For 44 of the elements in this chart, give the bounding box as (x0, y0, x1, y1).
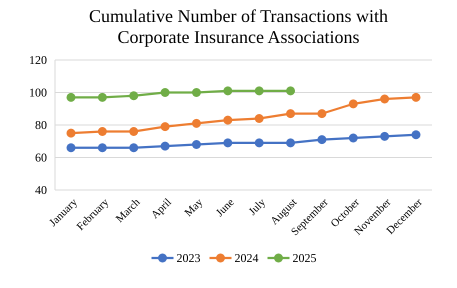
point (223, 138, 232, 148)
point (66, 128, 76, 138)
y-tick-label: 40 (35, 183, 47, 198)
point (98, 143, 107, 152)
point (192, 118, 201, 128)
point (412, 130, 420, 140)
point (129, 143, 138, 152)
point (223, 116, 232, 125)
point (129, 127, 138, 136)
point (66, 143, 76, 152)
point (254, 86, 264, 96)
chart-title: Cumulative Number of Transactions with Corporate Insurance Associations (89, 6, 388, 47)
x-tick-label: June (214, 196, 237, 220)
point (160, 142, 170, 151)
legend-label: 2025 (292, 251, 316, 266)
point (160, 122, 170, 132)
point (286, 86, 296, 96)
legend-label: 2024 (234, 251, 258, 266)
point (192, 88, 201, 97)
legend-label: 2023 (176, 251, 200, 266)
point (223, 86, 232, 96)
y-tick-label: 60 (35, 150, 47, 165)
point (129, 91, 138, 100)
point (286, 109, 296, 118)
point (286, 138, 296, 148)
point (380, 94, 390, 104)
point (98, 127, 107, 136)
point (66, 92, 76, 102)
x-tick-label: July (246, 196, 268, 218)
point (348, 134, 358, 142)
y-tick-label: 80 (35, 118, 47, 132)
point (192, 140, 201, 149)
point (98, 92, 107, 102)
x-tick-label: May (182, 196, 206, 220)
point (254, 114, 264, 123)
y-tick-label: 120 (29, 53, 47, 68)
point (254, 138, 264, 148)
point (412, 92, 420, 102)
point (317, 135, 326, 144)
point (317, 109, 326, 118)
y-tick-label: 100 (29, 86, 47, 100)
point (348, 99, 358, 108)
point (160, 88, 170, 97)
point (380, 132, 390, 141)
